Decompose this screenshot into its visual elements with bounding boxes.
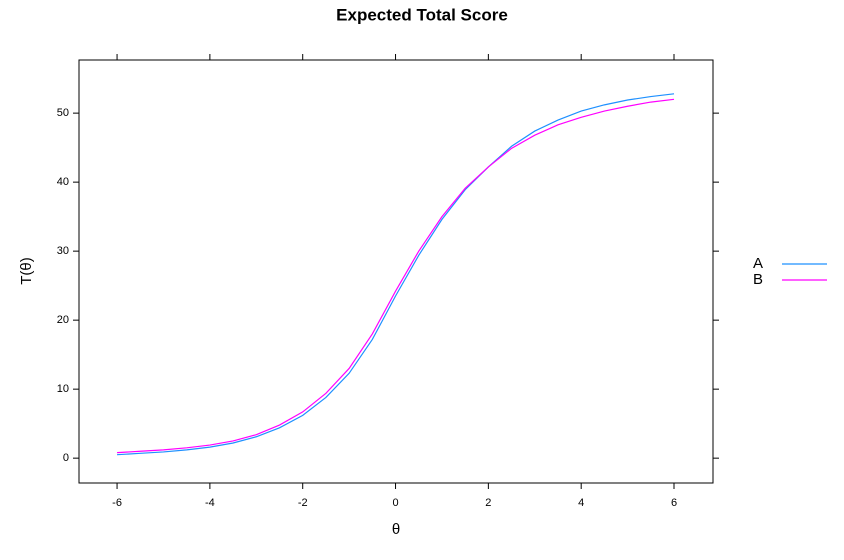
legend-label: A (753, 255, 763, 272)
x-tick-label: 4 (578, 497, 584, 509)
line-series (117, 98, 675, 454)
x-tick-label: 2 (485, 497, 491, 509)
plot-frame (78, 59, 714, 484)
x-tick-label: -2 (298, 497, 308, 509)
x-tick-label: 6 (671, 497, 677, 509)
y-tick-label: 30 (57, 245, 69, 257)
x-axis-title: θ (392, 521, 400, 538)
y-tick-label: 50 (57, 107, 69, 119)
x-tick-label: -6 (112, 497, 122, 509)
x-tick-label: -4 (205, 497, 215, 509)
line-series (117, 93, 675, 456)
chart-title: Expected Total Score (336, 5, 508, 24)
x-tick-label: 0 (392, 497, 398, 509)
y-tick-label: 10 (57, 383, 69, 395)
y-axis-title: T(θ) (18, 257, 35, 285)
y-tick-label: 20 (57, 314, 69, 326)
legend-label: B (753, 271, 763, 288)
y-tick-label: 0 (63, 452, 69, 464)
y-tick-label: 40 (57, 176, 69, 188)
